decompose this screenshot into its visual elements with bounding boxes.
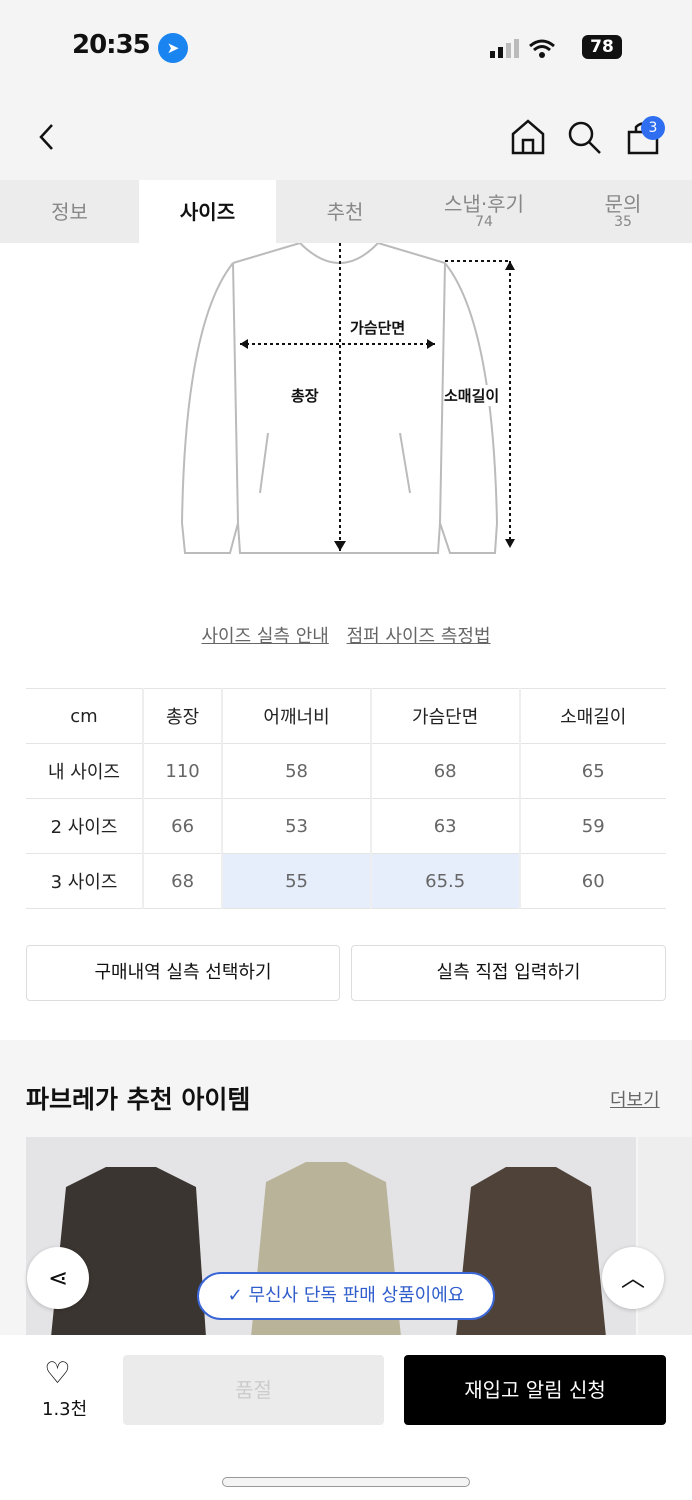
- cell-highlighted: 65.5: [370, 853, 521, 909]
- cell: 68: [370, 743, 521, 799]
- header-cell: 가슴단면: [370, 688, 521, 744]
- size-table: cm 총장 어깨너비 가슴단면 소매길이 내 사이즈 110 58 68 65 …: [26, 688, 666, 909]
- tab-count: 35: [614, 213, 632, 230]
- back-icon[interactable]: [36, 122, 56, 152]
- table-row: 내 사이즈 110 58 68 65: [26, 743, 666, 799]
- more-link[interactable]: 더보기: [610, 1090, 660, 1111]
- tab-count: 74: [475, 213, 493, 230]
- size-guide-link[interactable]: 사이즈 실측 안내: [201, 626, 329, 647]
- table-row: 3 사이즈 68 55 65.5 60: [26, 853, 666, 909]
- share-icon[interactable]: ⋖: [27, 1247, 89, 1309]
- restock-alert-button[interactable]: 재입고 알림 신청: [404, 1355, 666, 1425]
- cell-highlighted: 55: [222, 853, 372, 909]
- toast-text: 무신사 단독 판매 상품이에요: [248, 1285, 465, 1306]
- cell: 110: [143, 743, 224, 799]
- tab-size[interactable]: 사이즈: [139, 180, 276, 243]
- header-cell: cm: [26, 688, 144, 744]
- tab-label: 정보: [51, 199, 88, 224]
- tab-label: 사이즈: [179, 199, 236, 224]
- heart-icon[interactable]: ♡: [44, 1356, 71, 1391]
- battery-icon: 78: [582, 35, 622, 59]
- table-row: 2 사이즈 66 53 63 59: [26, 798, 666, 854]
- soldout-button[interactable]: 품절: [123, 1355, 384, 1425]
- header-cell: 어깨너비: [222, 688, 372, 744]
- tab-snap-review[interactable]: 스냅·후기 74: [414, 180, 554, 243]
- tab-label: 스냅·후기: [444, 191, 524, 216]
- row-label: 2 사이즈: [26, 798, 144, 854]
- scroll-top-icon[interactable]: ︿: [602, 1247, 664, 1309]
- section-title: 파브레가 추천 아이템: [26, 1085, 251, 1114]
- cell: 58: [222, 743, 372, 799]
- jacket-size-diagram: [180, 243, 515, 554]
- size-links: 사이즈 실측 안내 점퍼 사이즈 측정법: [0, 622, 692, 648]
- cell: 66: [143, 798, 224, 854]
- table-header: cm 총장 어깨너비 가슴단면 소매길이: [26, 688, 666, 744]
- cell: 68: [143, 853, 224, 909]
- signal-wifi-icons: [490, 39, 555, 58]
- manual-input-button[interactable]: 실측 직접 입력하기: [351, 945, 666, 1001]
- cell: 65: [519, 743, 666, 799]
- home-indicator: [222, 1477, 470, 1487]
- tab-recommend[interactable]: 추천: [276, 180, 414, 243]
- tab-label: 문의: [604, 191, 642, 216]
- tab-qna[interactable]: 문의 35: [554, 180, 692, 243]
- check-icon: ✓: [227, 1285, 249, 1306]
- location-icon: ➤: [158, 33, 188, 63]
- exclusive-toast: ✓ 무신사 단독 판매 상품이에요: [197, 1272, 495, 1320]
- tab-bar: 정보 사이즈 추천 스냅·후기 74 문의 35: [0, 180, 692, 243]
- length-label: 총장: [291, 387, 319, 405]
- header-cell: 소매길이: [519, 688, 666, 744]
- like-count: 1.3천: [42, 1399, 88, 1420]
- header-cell: 총장: [143, 688, 224, 744]
- tab-label: 추천: [326, 199, 364, 224]
- cart-badge: 3: [641, 116, 665, 140]
- cell: 60: [519, 853, 666, 909]
- cell: 53: [222, 798, 372, 854]
- cell: 59: [519, 798, 666, 854]
- row-label: 내 사이즈: [26, 743, 144, 799]
- top-area: [0, 0, 692, 180]
- tab-info[interactable]: 정보: [0, 180, 139, 243]
- measure-method-link[interactable]: 점퍼 사이즈 측정법: [346, 626, 491, 647]
- search-icon[interactable]: [567, 120, 603, 156]
- next-product-image[interactable]: [638, 1137, 692, 1337]
- cell: 63: [370, 798, 521, 854]
- chest-label: 가슴단면: [350, 317, 406, 338]
- purchase-history-button[interactable]: 구매내역 실측 선택하기: [26, 945, 340, 1001]
- status-time: 20:35: [72, 30, 151, 60]
- sleeve-label: 소매길이: [444, 385, 500, 406]
- row-label: 3 사이즈: [26, 853, 144, 909]
- home-icon[interactable]: [510, 118, 546, 156]
